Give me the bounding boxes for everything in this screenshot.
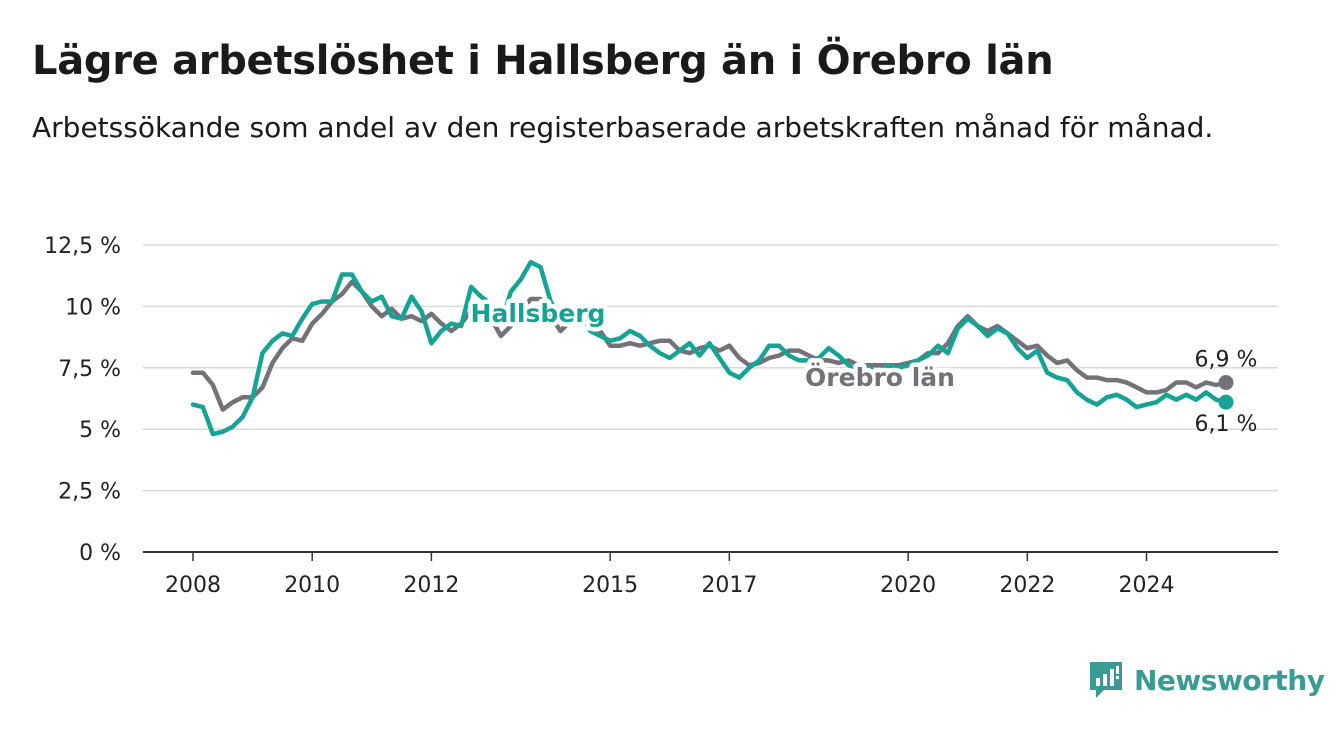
y-tick-label: 10 % xyxy=(65,295,121,320)
x-tick-label: 2020 xyxy=(880,573,936,598)
x-axis: 2008 2010 2012 2015 2017 2020 2022 2024 xyxy=(165,552,1175,598)
series-name-label: Hallsberg xyxy=(471,299,606,328)
x-tick-label: 2008 xyxy=(165,573,221,598)
y-tick-label: 7,5 % xyxy=(58,357,121,382)
series-end-point xyxy=(1218,394,1234,410)
grid-lines xyxy=(143,244,1278,553)
series-name-label: Örebro län xyxy=(805,362,955,392)
y-tick-label: 0 % xyxy=(79,541,121,566)
x-tick-label: 2012 xyxy=(403,573,459,598)
x-tick-label: 2010 xyxy=(284,573,340,598)
series-end-point xyxy=(1218,375,1234,391)
x-tick-label: 2022 xyxy=(999,573,1055,598)
x-tick-label: 2015 xyxy=(582,573,638,598)
y-axis: 0 % 2,5 % 5 % 7,5 % 10 % 12,5 % xyxy=(44,234,121,566)
y-tick-label: 5 % xyxy=(79,418,121,443)
series-end-label: 6,9 % xyxy=(1195,348,1258,373)
y-tick-label: 12,5 % xyxy=(44,234,121,259)
newsworthy-logo: Newsworthy xyxy=(1088,660,1325,700)
series-labels: 6,9 % 6,1 % Örebro län Hallsberg xyxy=(466,295,1258,438)
x-tick-label: 2017 xyxy=(701,573,757,598)
newsworthy-logo-icon xyxy=(1090,662,1122,698)
chart-title: Lägre arbetslöshet i Hallsberg än i Öreb… xyxy=(32,38,1054,84)
series-lines xyxy=(190,259,1234,437)
series-line-hallsberg xyxy=(190,259,1229,437)
y-tick-label: 2,5 % xyxy=(58,480,121,505)
x-tick-label: 2024 xyxy=(1119,573,1175,598)
series-end-label: 6,1 % xyxy=(1195,412,1258,437)
logo-text: Newsworthy xyxy=(1134,663,1325,697)
chart-subtitle: Arbetssökande som andel av den registerb… xyxy=(32,111,1214,144)
